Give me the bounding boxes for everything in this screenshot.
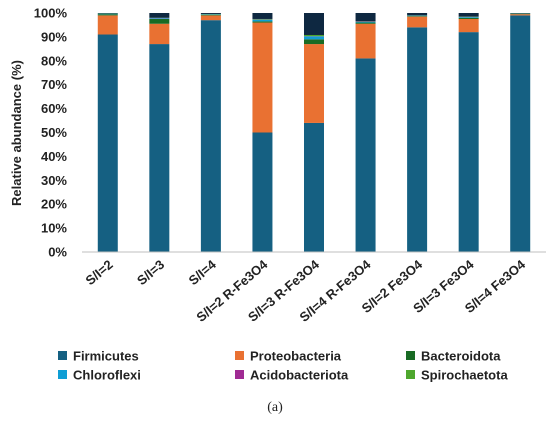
bar-segment-firmicutes-6 [355, 58, 376, 252]
bar-segment-proteobacteria-9 [510, 14, 531, 16]
bar-segment-bacteroidota-1 [97, 14, 118, 16]
bar-segment-firmicutes-7 [407, 27, 428, 253]
y-tick-label: 10% [41, 221, 67, 236]
bar-segment-firmicutes-8 [458, 32, 479, 253]
legend: Firmicutes Proteobacteria Bacteroidota Chlo… [58, 349, 508, 383]
bar-segment-other-6 [355, 13, 376, 22]
bar-segment-bacteroidota-4 [252, 21, 273, 23]
y-tick-label: 20% [41, 197, 67, 212]
bar-segment-proteobacteria-1 [97, 15, 118, 35]
bar-segment-firmicutes-9 [510, 15, 531, 253]
bar-segment-proteobacteria-5 [304, 44, 324, 123]
bar-segment-chloroflexi-6 [355, 21, 376, 23]
bar-segment-other-4 [252, 13, 273, 19]
bar-segment-proteobacteria-3 [200, 15, 221, 21]
y-tick-label: 30% [41, 173, 67, 188]
y-axis-label: Relative abundance (%) [9, 60, 24, 206]
bar-segment-chloroflexi-4 [252, 19, 273, 22]
bar-segment-firmicutes-1 [97, 34, 118, 253]
y-tick-label: 50% [41, 125, 67, 140]
legend-swatch-spirochaetota [406, 370, 415, 379]
legend-label-bacteroidota: Bacteroidota [421, 349, 501, 364]
y-tick-label: 40% [41, 149, 67, 164]
bar-segment-chloroflexi-8 [458, 17, 479, 18]
bar-segment-chloroflexi-5 [304, 36, 324, 40]
bar-segment-firmicutes-2 [149, 44, 170, 252]
bar-segment-bacteroidota-8 [458, 17, 479, 19]
legend-swatch-firmicutes [58, 351, 67, 360]
legend-label-firmicutes: Firmicutes [73, 349, 139, 364]
bar-segment-firmicutes-4 [252, 132, 273, 252]
bar-segment-other-7 [407, 13, 428, 16]
bar-segment-other-5 [304, 13, 324, 35]
bar-segment-proteobacteria-7 [407, 16, 428, 28]
y-tick-label: 90% [41, 29, 67, 44]
bar-segment-firmicutes-3 [200, 20, 221, 253]
bar-segment-bacteroidota-2 [149, 18, 170, 24]
legend-label-spirochaetota: Spirochaetota [421, 368, 508, 383]
bar-segment-proteobacteria-2 [149, 23, 170, 45]
legend-label-chloroflexi: Chloroflexi [73, 368, 141, 383]
legend-swatch-chloroflexi [58, 370, 67, 379]
legend-label-acidobacteriota: Acidobacteriota [250, 368, 349, 383]
y-tick-label: 80% [41, 53, 67, 68]
bar-segment-proteobacteria-4 [252, 22, 273, 133]
bar-segment-spirochaetota-5 [304, 34, 324, 37]
bar-segment-other-2 [149, 13, 170, 18]
legend-label-proteobacteria: Proteobacteria [250, 349, 342, 364]
y-ticks-group: 0% 10% 20% 30% 40% 50% 60% 70% 80% 90% 100% [34, 6, 68, 260]
bar-segment-other-3 [200, 13, 221, 14]
bar-segment-bacteroidota-5 [304, 39, 324, 45]
y-tick-label: 60% [41, 101, 67, 116]
legend-swatch-proteobacteria [235, 351, 244, 360]
legend-swatch-bacteroidota [406, 351, 415, 360]
bar-segment-bacteroidota-6 [355, 22, 376, 24]
bar-segment-chloroflexi-2 [149, 18, 170, 19]
legend-swatch-acidobacteriota [235, 370, 244, 379]
y-tick-label: 0% [48, 245, 67, 260]
figure-caption: (a) [267, 400, 283, 415]
y-tick-label: 100% [34, 6, 68, 21]
y-tick-label: 70% [41, 77, 67, 92]
bar-segment-proteobacteria-6 [355, 23, 376, 59]
bar-segment-proteobacteria-8 [458, 18, 479, 33]
bar-segment-firmicutes-5 [304, 122, 324, 252]
bars-group [97, 13, 531, 253]
bar-segment-bacteroidota-3 [200, 14, 221, 16]
bar-segment-other-8 [458, 13, 479, 17]
